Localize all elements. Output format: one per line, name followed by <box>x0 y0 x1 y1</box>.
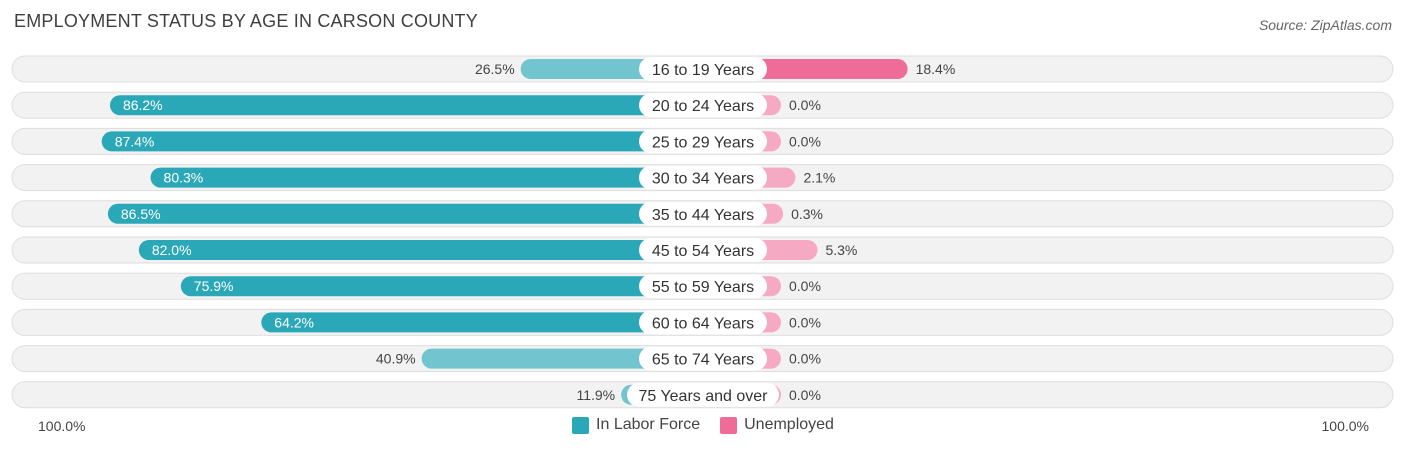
category-pill <box>627 382 779 407</box>
value-label-labor-force: 82.0% <box>152 242 192 258</box>
category-pill <box>639 201 767 226</box>
legend-label-labor-force: In Labor Force <box>596 416 701 433</box>
category-label: 16 to 19 Years <box>652 62 754 79</box>
category-pill <box>639 129 767 154</box>
category-pill <box>639 165 767 190</box>
value-label-labor-force: 11.9% <box>576 387 615 403</box>
value-label-unemployed: 0.0% <box>789 97 821 113</box>
legend: In Labor Force Unemployed <box>0 416 1406 434</box>
value-label-unemployed: 2.1% <box>803 170 835 186</box>
category-label: 60 to 64 Years <box>652 315 754 332</box>
category-label: 75 Years and over <box>639 388 769 405</box>
category-pill <box>639 310 767 335</box>
bar-labor-force <box>421 348 703 369</box>
source-note: Source: ZipAtlas.com <box>1258 17 1392 33</box>
value-label-labor-force: 80.3% <box>164 170 204 186</box>
category-pill <box>639 274 767 299</box>
bar-labor-force <box>138 240 704 260</box>
value-label-unemployed: 0.0% <box>789 278 821 294</box>
category-label: 55 to 59 Years <box>652 279 754 296</box>
value-label-unemployed: 0.0% <box>789 133 821 149</box>
bar-labor-force <box>107 203 703 224</box>
category-label: 65 to 74 Years <box>652 352 754 369</box>
axis-right-label: 100.0% <box>1321 418 1369 434</box>
value-label-labor-force: 40.9% <box>376 351 416 367</box>
value-label-unemployed: 0.3% <box>791 206 823 222</box>
category-label: 35 to 44 Years <box>652 207 754 224</box>
category-label: 20 to 24 Years <box>652 98 754 115</box>
category-pill <box>639 346 767 371</box>
category-label: 30 to 34 Years <box>652 171 754 188</box>
category-pill <box>639 93 767 118</box>
value-label-unemployed: 18.4% <box>916 61 956 77</box>
category-label: 45 to 54 Years <box>652 243 754 260</box>
axis-left-label: 100.0% <box>38 418 86 434</box>
legend-swatch-unemployed <box>720 416 738 434</box>
value-label-unemployed: 0.0% <box>789 351 821 367</box>
category-label: 25 to 29 Years <box>652 134 754 151</box>
value-label-unemployed: 0.0% <box>789 387 821 403</box>
bar-labor-force <box>180 276 704 297</box>
value-label-labor-force: 75.9% <box>194 278 234 294</box>
value-label-unemployed: 0.0% <box>789 314 821 330</box>
bar-labor-force <box>261 312 703 333</box>
value-label-labor-force: 87.4% <box>115 133 155 149</box>
category-pill <box>639 57 767 81</box>
bar-labor-force <box>101 131 704 152</box>
bar-labor-force <box>150 167 703 188</box>
value-label-labor-force: 86.5% <box>121 206 161 222</box>
chart-title: EMPLOYMENT STATUS BY AGE IN CARSON COUNT… <box>14 11 478 31</box>
category-pill <box>639 238 767 262</box>
value-label-unemployed: 5.3% <box>825 242 857 258</box>
value-label-labor-force: 86.2% <box>123 97 163 113</box>
legend-label-unemployed: Unemployed <box>744 416 834 433</box>
bar-labor-force <box>109 95 704 116</box>
value-label-labor-force: 64.2% <box>274 314 314 330</box>
value-label-labor-force: 26.5% <box>475 61 515 77</box>
legend-item-labor-force: In Labor Force <box>572 416 700 434</box>
legend-item-unemployed: Unemployed <box>720 416 834 434</box>
legend-swatch-labor-force <box>572 416 590 434</box>
